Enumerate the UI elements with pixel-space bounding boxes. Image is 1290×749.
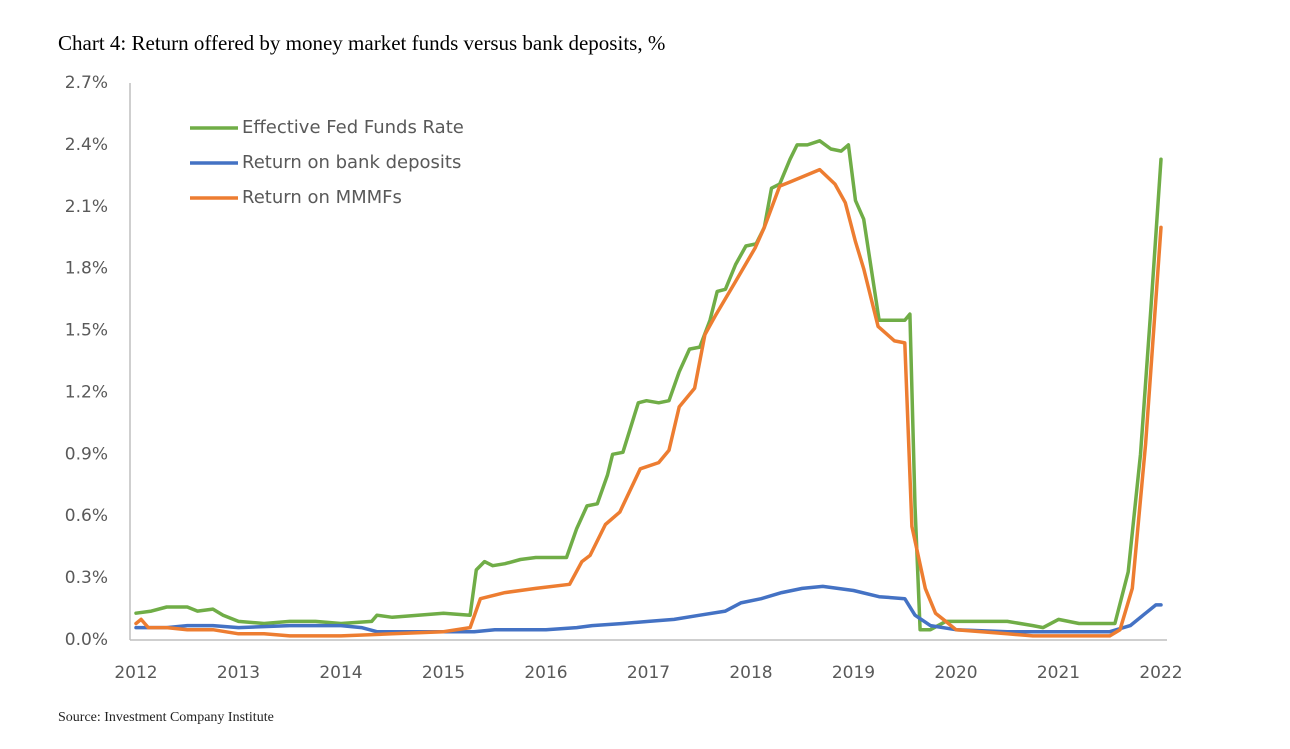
legend-label: Return on bank deposits [242,152,461,173]
x-tick-label: 2021 [1037,663,1080,683]
series-line [134,584,1163,634]
source-note: Source: Investment Company Institute [58,710,274,725]
x-tick-label: 2019 [832,663,875,683]
x-tick-label: 2022 [1139,663,1182,683]
x-tick-label: 2014 [319,663,362,683]
y-tick-label: 1.2% [65,382,108,402]
y-tick-label: 2.7% [65,73,108,93]
x-tick-label: 2016 [524,663,567,683]
y-tick-label: 1.5% [65,321,108,341]
y-tick-label: 2.1% [65,197,108,217]
x-tick-label: 2015 [422,663,465,683]
y-tick-label: 0.6% [65,506,108,526]
x-tick-label: 2017 [627,663,670,683]
x-tick-label: 2013 [217,663,260,683]
y-tick-label: 0.0% [65,630,108,650]
legend-label: Return on MMMFs [242,187,402,208]
x-tick-label: 2012 [114,663,157,683]
y-tick-label: 0.3% [65,568,108,588]
y-tick-label: 2.4% [65,135,108,155]
series-line [134,167,1163,638]
x-tick-label: 2020 [934,663,977,683]
y-tick-label: 0.9% [65,444,108,464]
series-line [134,139,1163,632]
chart-title: Chart 4: Return offered by money market … [58,31,665,55]
legend-label: Effective Fed Funds Rate [242,117,464,138]
x-tick-label: 2018 [729,663,772,683]
y-tick-label: 1.8% [65,259,108,279]
